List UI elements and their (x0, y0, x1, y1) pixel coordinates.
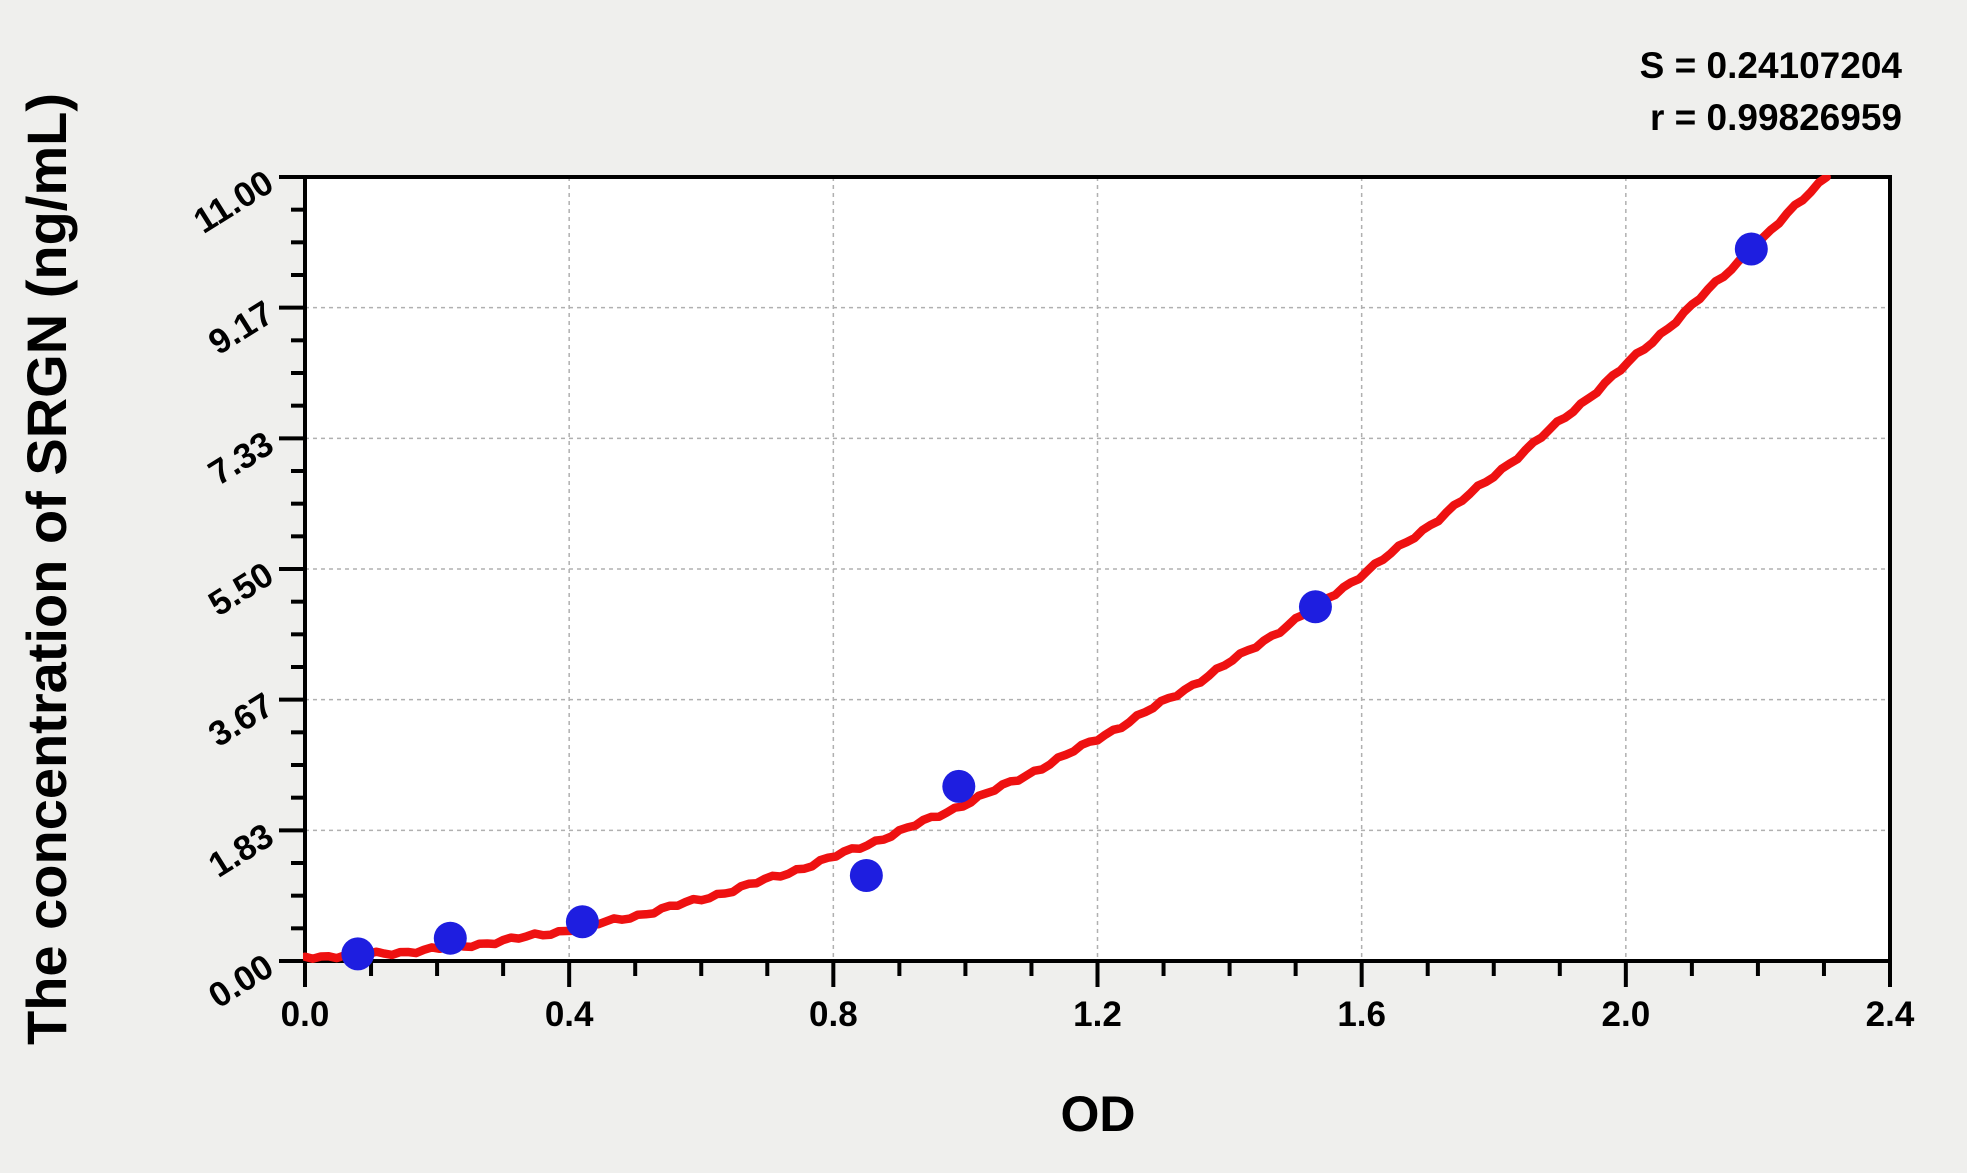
y-tick-label: 0.00 (202, 947, 280, 1016)
y-tick-label: 9.17 (202, 293, 280, 362)
x-tick-label: 0.8 (809, 995, 858, 1034)
x-tick-label: 2.0 (1602, 995, 1651, 1034)
y-tick-label: 3.67 (202, 685, 280, 754)
data-point (565, 905, 599, 939)
x-axis-title: OD (1061, 1086, 1136, 1142)
x-tick-label: 2.4 (1866, 995, 1915, 1034)
stat-r-value: r = 0.99826959 (1650, 97, 1902, 138)
y-tick-label: 7.33 (202, 424, 280, 493)
data-point (1298, 590, 1332, 624)
x-tick-label: 1.6 (1337, 995, 1386, 1034)
stat-s-value: S = 0.24107204 (1640, 45, 1903, 86)
data-point (849, 858, 883, 892)
data-point (341, 937, 375, 971)
plot-border (303, 175, 1892, 963)
data-point (433, 921, 467, 955)
x-tick-label: 0.4 (545, 995, 594, 1034)
x-tick-label: 0.0 (281, 995, 330, 1034)
data-point (1734, 232, 1768, 266)
x-tick-label: 1.2 (1073, 995, 1122, 1034)
y-tick-label: 1.83 (202, 816, 280, 885)
y-axis-title: The concentration of SRGN (ng/mL) (15, 93, 78, 1045)
y-tick-label: 5.50 (202, 555, 280, 624)
y-tick-label: 11.00 (187, 163, 280, 241)
fit-curve (303, 175, 1831, 963)
data-point (942, 769, 976, 803)
